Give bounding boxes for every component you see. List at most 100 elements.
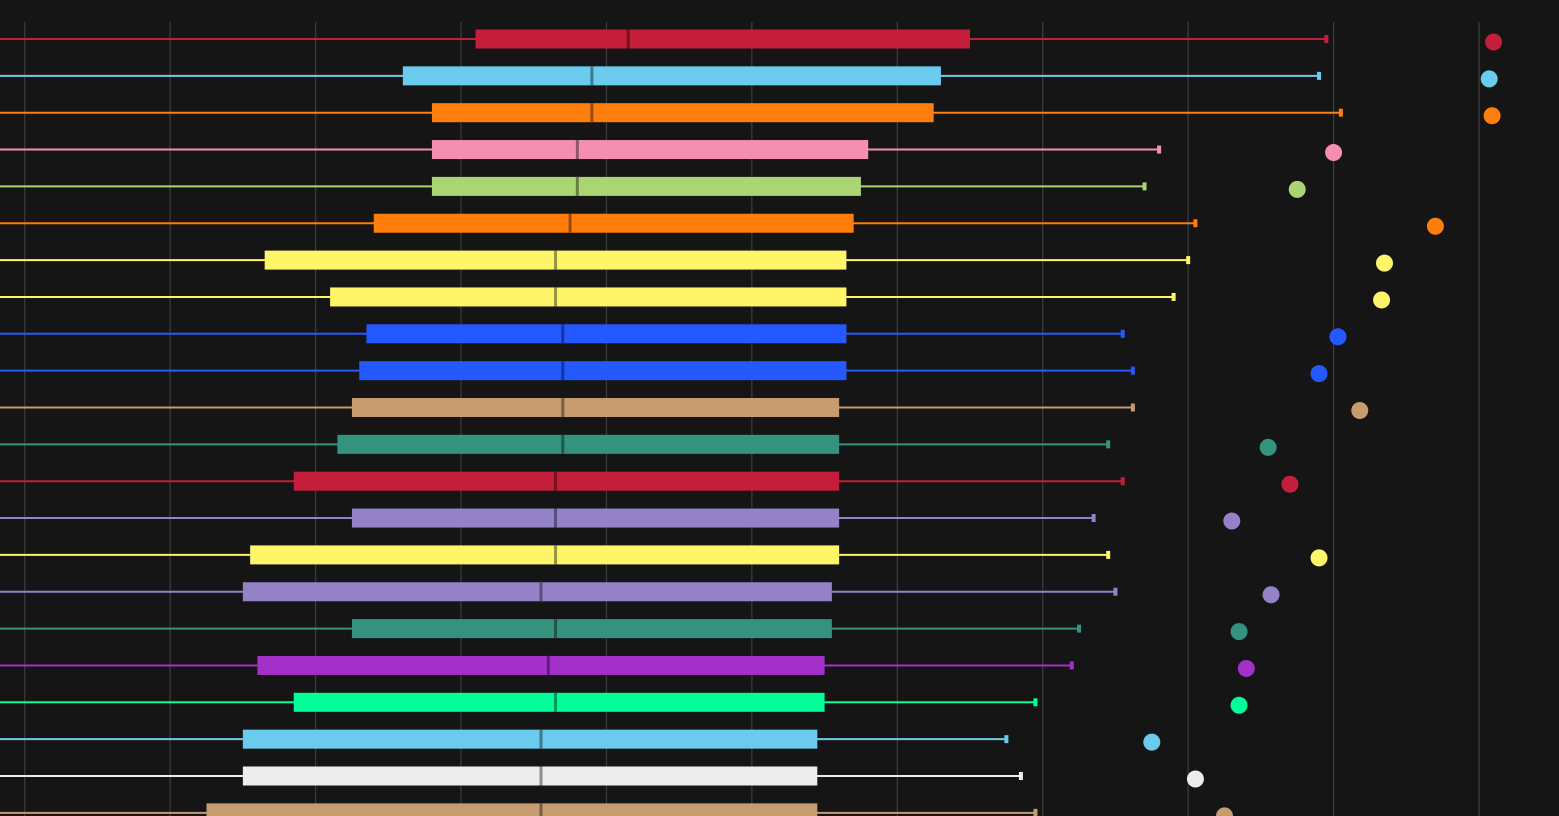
- whisker-cap: [1324, 35, 1329, 43]
- median-line: [561, 398, 565, 417]
- whisker-cap: [1130, 403, 1135, 412]
- outlier-point: [1329, 328, 1347, 346]
- iqr-box: [293, 471, 840, 491]
- outlier-point: [1262, 586, 1280, 604]
- outlier-point: [1485, 33, 1503, 51]
- iqr-box: [351, 619, 832, 639]
- iqr-box: [431, 103, 934, 123]
- whisker-cap: [1171, 292, 1176, 301]
- outlier-point: [1186, 770, 1204, 788]
- box-series: [0, 140, 1162, 160]
- iqr-box: [373, 213, 854, 233]
- outlier-point: [1223, 512, 1241, 530]
- median-line: [546, 655, 550, 675]
- iqr-box: [206, 803, 818, 816]
- whisker-cap: [1338, 108, 1343, 117]
- median-line: [568, 213, 572, 233]
- median-line: [539, 582, 543, 602]
- outlier-point: [1325, 144, 1343, 162]
- box-series: [0, 434, 1111, 454]
- outlier-point: [1216, 807, 1234, 816]
- median-line: [590, 103, 594, 123]
- box-series: [0, 66, 1322, 86]
- median-line: [554, 619, 558, 639]
- outlier-point: [1310, 549, 1328, 567]
- whisker-cap: [1106, 550, 1111, 559]
- iqr-box: [431, 176, 861, 196]
- whisker-cap: [1091, 514, 1096, 523]
- whisker-cap: [1069, 661, 1074, 670]
- iqr-box: [293, 692, 825, 712]
- iqr-box: [242, 766, 818, 786]
- median-line: [575, 176, 579, 196]
- median-line: [554, 471, 558, 491]
- outlier-point: [1310, 365, 1328, 383]
- outlier-point: [1351, 402, 1369, 419]
- outlier-point: [1426, 217, 1444, 235]
- median-line: [626, 29, 630, 49]
- iqr-box: [242, 582, 832, 602]
- box-series: [0, 213, 1198, 233]
- outlier-point: [1288, 180, 1306, 198]
- whisker-cap: [1033, 698, 1038, 707]
- box-series: [0, 361, 1135, 381]
- whisker-cap: [1106, 440, 1111, 449]
- box-series: [0, 103, 1343, 123]
- box-series: [0, 176, 1147, 196]
- outlier-point: [1237, 659, 1255, 677]
- box-series: [0, 692, 1038, 712]
- median-line: [590, 66, 594, 86]
- outlier-point: [1480, 70, 1498, 88]
- box-series: [0, 619, 1082, 639]
- median-line: [554, 692, 558, 712]
- iqr-box: [366, 324, 847, 344]
- box-series: [0, 508, 1096, 528]
- median-line: [561, 361, 565, 381]
- box-series: [0, 398, 1135, 417]
- whisker-cap: [1004, 735, 1009, 744]
- outlier-points-group: [1143, 33, 1503, 816]
- whisker-cap: [1120, 329, 1125, 338]
- median-line: [539, 803, 543, 816]
- whisker-cap: [1113, 587, 1118, 596]
- median-line: [554, 508, 558, 528]
- median-line: [561, 324, 565, 344]
- whisker-cap: [1018, 772, 1023, 780]
- median-line: [554, 545, 558, 565]
- outlier-point: [1483, 107, 1501, 125]
- whisker-cap: [1120, 477, 1125, 486]
- outlier-point: [1375, 254, 1393, 272]
- iqr-box: [337, 434, 840, 454]
- outlier-point: [1281, 475, 1299, 493]
- iqr-box: [402, 66, 941, 86]
- median-line: [575, 140, 579, 160]
- box-series-group: [0, 29, 1343, 816]
- median-line: [561, 434, 565, 454]
- outlier-point: [1230, 623, 1248, 641]
- box-series: [0, 545, 1111, 565]
- whisker-cap: [1130, 366, 1135, 375]
- outlier-point: [1143, 733, 1161, 751]
- iqr-box: [359, 361, 847, 381]
- iqr-box: [242, 729, 818, 749]
- whisker-cap: [1077, 624, 1082, 633]
- iqr-box: [351, 508, 840, 528]
- box-series: [0, 287, 1176, 307]
- box-series: [0, 29, 1329, 49]
- box-series: [0, 471, 1125, 491]
- box-series: [0, 803, 1038, 816]
- median-line: [554, 287, 558, 307]
- whisker-cap: [1186, 256, 1191, 265]
- whisker-cap: [1142, 182, 1147, 191]
- whisker-cap: [1193, 219, 1198, 228]
- iqr-box: [431, 140, 869, 160]
- iqr-box: [475, 29, 971, 49]
- iqr-box: [351, 398, 840, 417]
- median-line: [539, 729, 543, 749]
- whisker-cap: [1157, 145, 1162, 154]
- box-series: [0, 250, 1191, 270]
- box-series: [0, 655, 1074, 675]
- whisker-cap: [1033, 808, 1038, 816]
- iqr-box: [330, 287, 847, 307]
